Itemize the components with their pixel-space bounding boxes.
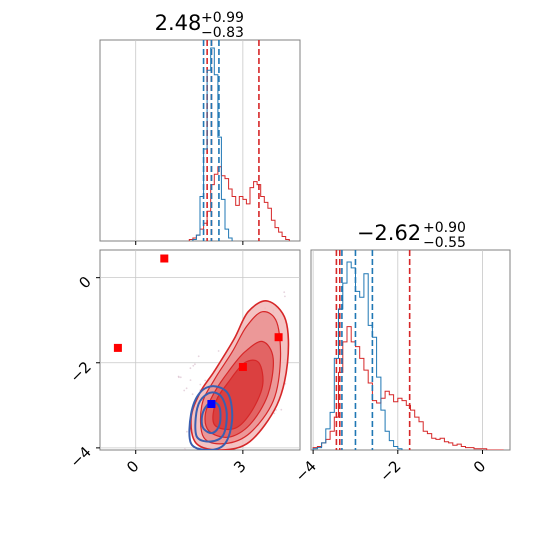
tick-label-x: 0 [470,457,489,476]
scatter-point [182,466,184,468]
top-grid [135,40,244,241]
scatter-point [179,455,181,457]
right-histograms [312,250,504,450]
scatter-point [178,376,180,379]
marginal-panel-param1: 2.48 +0.99 −0.83 [99,10,301,245]
param2-title-median: −2.62 [357,221,421,245]
param2-title: −2.62 [357,221,421,245]
tick-label-x: −2 [376,457,404,485]
right-ticks: −4 −2 0 [292,450,489,485]
scatter-point [186,479,188,481]
scatter-point [284,295,286,298]
scatter-point [186,466,188,468]
tick-label-y: 0 [75,273,94,292]
tick-label-x: 3 [230,457,249,476]
tick-label-x: −4 [292,457,320,485]
histogram-param2-series1 [312,261,403,450]
marker-series0 [160,254,169,263]
joint-contours [113,254,290,481]
contour-series1-level1 [194,391,228,443]
top-ticks [135,241,244,245]
param2-title-upper: +0.90 [423,220,466,236]
histogram-param1-series0 [188,166,290,241]
scatter-point [280,408,283,411]
histogram-param1-series1 [192,47,233,241]
contour-series1-level2 [200,400,222,435]
scatter-point [273,412,276,415]
param1-title: 2.48 [155,11,202,35]
marker-series0 [274,333,283,342]
tick-label-x: 0 [123,457,142,476]
histogram-param2-series0 [312,326,504,450]
scatter-point [185,387,188,390]
scatter-point [198,455,200,457]
scatter-point [184,453,186,455]
right-grid [312,250,483,450]
scatter-point [191,393,194,396]
scatter-point [179,376,182,379]
marginal-panel-param2: −4 −2 0 −2.62 +0.90 −0.55 [292,220,511,485]
param1-title-upper: +0.99 [201,10,244,26]
scatter-point [199,383,202,386]
param1-title-median: 2.48 [155,11,202,35]
scatter-point [186,430,188,433]
marker-series1 [207,400,216,408]
param1-title-lower: −0.83 [201,25,244,41]
tick-label-y: −2 [66,358,94,386]
scatter-point [275,409,277,411]
scatter-point [183,389,186,392]
marker-series0 [113,343,122,352]
scatter-point [194,464,196,466]
scatter-point [187,478,189,480]
scatter-point [192,364,195,367]
scatter-point [184,448,186,450]
scatter-point [204,379,207,382]
scatter-point [283,291,286,294]
contour-series1-level0 [188,385,234,450]
marker-series0 [238,363,247,371]
scatter-point [189,379,192,381]
scatter-point [197,355,200,358]
scatter-point [194,363,196,366]
joint-panel: 0 3 −4 −2 0 [66,249,301,481]
tick-label-y: −4 [66,443,94,471]
param2-title-lower: −0.55 [423,235,466,251]
scatter-point [189,367,192,370]
top-histograms [188,40,290,241]
scatter-point [217,350,220,352]
